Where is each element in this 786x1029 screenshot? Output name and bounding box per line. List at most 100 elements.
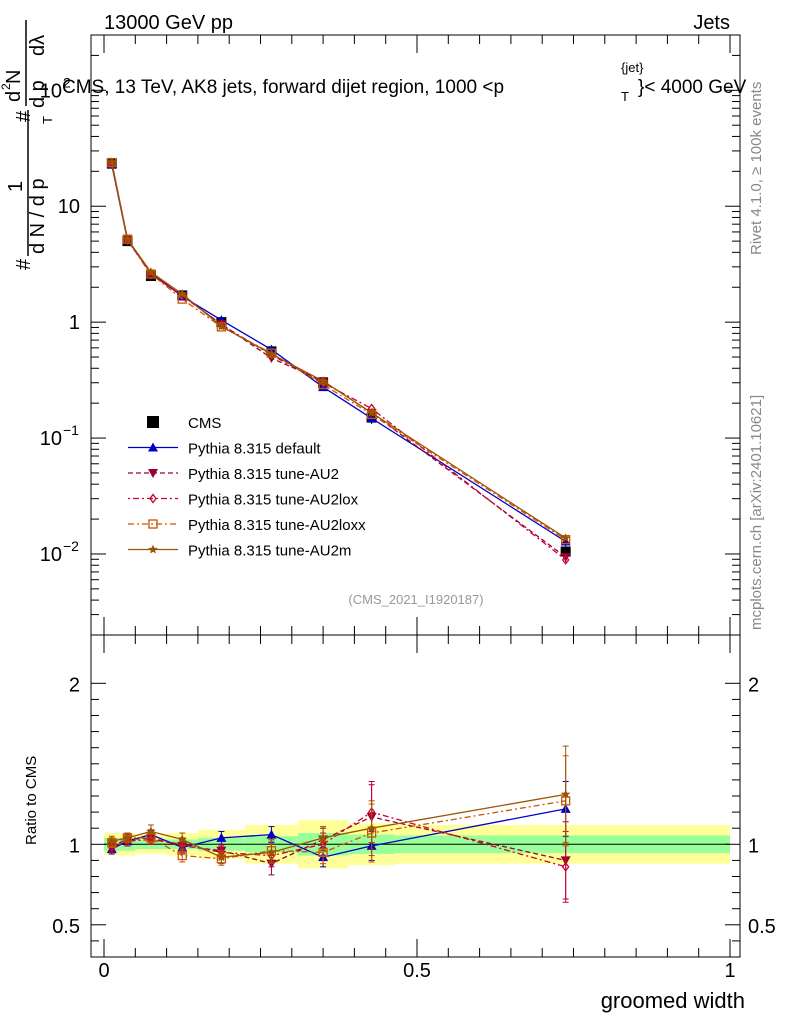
ratio-point: [107, 836, 117, 846]
y-tick-label: 10: [58, 196, 80, 218]
legend-label: Pythia 8.315 tune-AU2loxx: [188, 517, 366, 534]
data-point: [560, 553, 571, 563]
ratio-point: [178, 839, 187, 850]
y-axis-label: # 1 d N / d p T # d 2 N d p dλ: [0, 20, 55, 270]
legend-entry: Pythia 8.315 tune-AU2loxx: [128, 517, 366, 534]
ylabel-hash1: #: [13, 258, 35, 270]
svg-text:10: 10: [40, 428, 62, 450]
legend-label: Pythia 8.315 tune-AU2: [188, 466, 339, 483]
ratio-plot-frame: [90, 634, 741, 958]
x-tick-label: 0: [98, 960, 109, 982]
legend-label: Pythia 8.315 tune-AU2m: [188, 543, 351, 560]
data-point: [146, 267, 156, 277]
ratio-y-tick-label: 2: [69, 674, 80, 696]
ylabel-N: N: [3, 70, 25, 84]
legend-marker: [149, 493, 157, 504]
main-series: [106, 157, 571, 565]
ratio-point: [146, 826, 156, 836]
series-line: [111, 164, 567, 543]
ylabel-one: 1: [5, 181, 27, 192]
legend: CMS Pythia 8.315 default Pythia 8.315 tune…: [128, 415, 366, 560]
ratio-y-tick-label: 1: [69, 835, 80, 857]
ylabel-dlam: dλ: [27, 35, 49, 56]
top-title-sup: {jet}: [621, 60, 644, 75]
svg-text:10: 10: [58, 196, 80, 218]
top-title-main: CMS, 13 TeV, AK8 jets, forward dijet reg…: [62, 77, 504, 98]
ylabel-two: 2: [0, 83, 13, 90]
svg-text:−1: −1: [63, 422, 79, 438]
y-tick-label: 10 2: [40, 74, 71, 102]
legend-marker: [148, 442, 158, 452]
legend-label: CMS: [188, 415, 221, 432]
ratio-point: [216, 832, 227, 842]
data-point: [177, 289, 187, 298]
legend-label: Pythia 8.315 tune-AU2lox: [188, 492, 359, 509]
x-axis-label: groomed width: [601, 988, 745, 1013]
data-point: [561, 554, 570, 565]
data-point: [366, 407, 377, 417]
legend-marker: [148, 544, 158, 554]
legend-entry: Pythia 8.315 default: [128, 441, 321, 458]
series-1: [106, 159, 571, 546]
series-5: [107, 157, 571, 543]
legend-entry: Pythia 8.315 tune-AU2m: [128, 543, 351, 560]
legend-label: Pythia 8.315 default: [188, 441, 321, 458]
ratio-point: [177, 850, 187, 861]
side-mcplots: mcplots.cern.ch [arXiv:2401.10621]: [748, 395, 765, 630]
y-tick-label: 1: [69, 312, 80, 334]
analysis-id: (CMS_2021_I1920187): [348, 592, 483, 607]
x-tick-label: 1: [724, 960, 735, 982]
data-point: [318, 376, 328, 386]
legend-marker: [148, 519, 158, 529]
ratio-point: [561, 861, 570, 872]
top-title: CMS, 13 TeV, AK8 jets, forward dijet reg…: [62, 60, 747, 104]
ratio-point: [122, 832, 133, 842]
ylabel-dN: d N / d p: [27, 178, 49, 254]
ratio-y-tick-label: 0.5: [52, 916, 80, 938]
ylabel-hash2: #: [13, 110, 35, 122]
ratio-point: [366, 823, 377, 833]
ylabel-tsub: T: [40, 116, 55, 124]
svg-text:1: 1: [69, 312, 80, 334]
y-tick-label: 10 −2: [40, 538, 79, 566]
ylabel-dpT: d p: [27, 80, 49, 108]
ratio-series: [106, 745, 571, 903]
svg-text:−2: −2: [63, 538, 79, 554]
ratio-point: [216, 852, 227, 862]
ratio-y-tick-label-right: 0.5: [748, 916, 776, 938]
legend-entry: Pythia 8.315 tune-AU2: [128, 466, 339, 483]
data-point: [122, 234, 133, 244]
data-point: [107, 157, 117, 167]
data-point: [266, 349, 277, 359]
data-point: [560, 546, 571, 557]
x-tick-label: 0.5: [403, 960, 431, 982]
top-title-sub: T: [621, 89, 629, 104]
ratio-y-label: Ratio to CMS: [23, 756, 40, 845]
y-tick-label: 10 −1: [40, 422, 79, 450]
ratio-point: [266, 829, 277, 839]
data-point: [560, 533, 571, 543]
ratio-y-tick-label-right: 1: [748, 835, 759, 857]
header-right: Jets: [693, 12, 730, 34]
ratio-series-5: [107, 745, 571, 865]
ratio-y-tick-label-right: 2: [748, 674, 759, 696]
ratio-axes: 0.5 0.5 1 1 2 2 0 0.5 1: [52, 635, 776, 982]
svg-text:10: 10: [40, 80, 62, 102]
ratio-point: [266, 847, 277, 857]
data-point: [216, 321, 227, 331]
series-4: [107, 157, 571, 545]
top-title-end: }< 4000 GeV: [638, 77, 747, 98]
header-left: 13000 GeV pp: [104, 12, 233, 34]
side-rivet: Rivet 4.1.0, ≥ 100k events: [748, 82, 765, 255]
ylabel-d: d: [3, 91, 25, 102]
legend-marker: [148, 469, 158, 478]
ratio-point: [560, 789, 571, 799]
legend-entry: Pythia 8.315 tune-AU2lox: [128, 492, 359, 509]
series-line: [111, 162, 567, 541]
legend-marker: [147, 416, 159, 428]
ratio-point: [318, 832, 328, 842]
ratio-point: [177, 834, 187, 844]
svg-text:2: 2: [63, 74, 71, 90]
